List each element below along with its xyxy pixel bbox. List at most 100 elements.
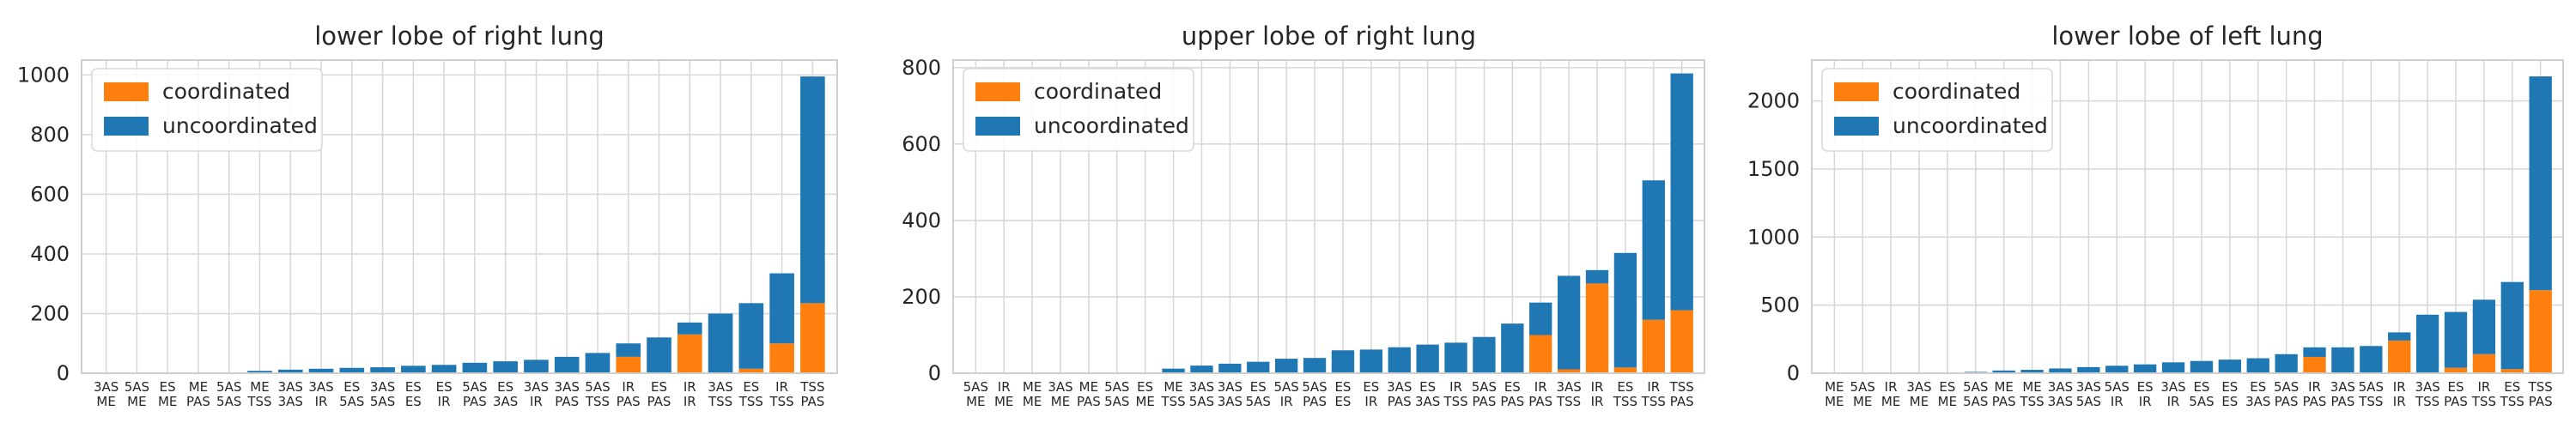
- bar-uncoordinated: [708, 313, 733, 373]
- bar-uncoordinated: [1529, 302, 1552, 335]
- bar-uncoordinated: [2303, 347, 2326, 357]
- legend-box: [963, 68, 1194, 152]
- legend: coordinated uncoordinated: [1821, 68, 2053, 152]
- x-tick-label: 5AS PAS: [1472, 379, 1497, 409]
- x-tick-label: 3AS PAS: [1387, 379, 1412, 409]
- bar-uncoordinated: [2388, 332, 2411, 341]
- x-tick-label: ES 3AS: [493, 379, 518, 409]
- x-tick-label: ES 5AS: [339, 379, 364, 409]
- x-tick-label: ES IR: [436, 379, 453, 409]
- bar-uncoordinated: [616, 343, 641, 357]
- x-tick-label: IR ME: [994, 379, 1013, 409]
- x-tick-label: ES 5AS: [2189, 379, 2214, 409]
- x-tick-label: 5AS ME: [1850, 379, 1875, 409]
- x-tick-label: 3AS 5AS: [2076, 379, 2101, 409]
- x-tick-label: 3AS PAS: [555, 379, 580, 409]
- bar-coordinated: [1557, 369, 1581, 373]
- bar-coordinated: [2500, 369, 2524, 373]
- bar-coordinated: [2388, 340, 2411, 373]
- legend-label-coordinated: coordinated: [162, 79, 290, 104]
- chart-panel-3: lower lobe of left lung 0 500 1000 1500 2000 M…: [1717, 0, 2576, 429]
- legend-label-uncoordinated: uncoordinated: [162, 113, 318, 138]
- x-tick-label: ES 3AS: [1415, 379, 1440, 409]
- y-tick-label: 1500: [1747, 157, 1800, 181]
- bar-uncoordinated: [2190, 360, 2214, 373]
- x-tick-label: IR IR: [683, 379, 696, 409]
- x-tick-label: 5AS PAS: [462, 379, 487, 409]
- x-tick-label: ME TSS: [1160, 379, 1185, 409]
- x-tick-label: IR IR: [1591, 379, 1604, 409]
- y-tick-label: 400: [902, 208, 941, 233]
- bar-uncoordinated: [2246, 358, 2269, 373]
- legend-label-coordinated: coordinated: [1034, 79, 1162, 104]
- bar-uncoordinated: [800, 76, 825, 304]
- bar-coordinated: [2444, 367, 2468, 373]
- x-tick-label: ES TSS: [1613, 379, 1637, 409]
- bar-uncoordinated: [1992, 370, 2015, 373]
- bar-uncoordinated: [1585, 269, 1609, 284]
- x-tick-label: IR TSS: [1641, 379, 1666, 409]
- legend-swatch-uncoordinated: [975, 117, 1020, 136]
- bar-uncoordinated: [2500, 281, 2524, 370]
- plot-frame: [952, 59, 1705, 374]
- y-tick-label: 200: [30, 301, 70, 325]
- bar-uncoordinated: [1416, 344, 1439, 373]
- chart-upper-lobe-of-right-lung: upper lobe of right lung 0 200 400 600 800 5AS…: [902, 21, 1705, 409]
- x-tick-label: IR TSS: [1443, 379, 1467, 409]
- x-tick-label: ES ME: [158, 379, 177, 409]
- bar-uncoordinated: [2134, 364, 2157, 373]
- chart-lower-lobe-of-right-lung: lower lobe of right lung 0 200 400 600 800 100…: [17, 21, 838, 409]
- bar-uncoordinated: [401, 366, 426, 373]
- bar-uncoordinated: [677, 322, 702, 335]
- bar-coordinated: [738, 368, 764, 373]
- bar-coordinated: [1585, 283, 1609, 373]
- bar-uncoordinated: [585, 353, 611, 373]
- bar-coordinated: [616, 356, 641, 373]
- bar-uncoordinated: [1275, 359, 1298, 373]
- bar-uncoordinated: [647, 337, 671, 373]
- bar-uncoordinated: [462, 362, 488, 373]
- x-tick-label: ES ES: [405, 379, 422, 409]
- bar-uncoordinated: [769, 273, 794, 344]
- x-tick-label: 5AS PAS: [1302, 379, 1327, 409]
- bar-uncoordinated: [2444, 311, 2468, 368]
- x-tick-label: ES 5AS: [1246, 379, 1271, 409]
- bar-uncoordinated: [1642, 180, 1665, 320]
- x-tick-label: IR PAS: [2303, 379, 2327, 409]
- bar-coordinated: [677, 334, 702, 373]
- bar-uncoordinated: [1444, 342, 1467, 373]
- bar-uncoordinated: [1218, 363, 1242, 373]
- y-tick-label: 500: [1760, 293, 1800, 317]
- bar-uncoordinated: [2077, 366, 2100, 373]
- x-tick-label: 5AS 5AS: [216, 379, 241, 409]
- x-tick-label: 3AS ME: [1048, 379, 1072, 409]
- y-tick-label: 800: [902, 56, 941, 80]
- x-tick-label: 5AS TSS: [585, 379, 611, 409]
- legend-swatch-uncoordinated: [1834, 117, 1879, 136]
- chart-title: upper lobe of right lung: [1182, 21, 1476, 51]
- bar-uncoordinated: [2275, 353, 2298, 373]
- bar-uncoordinated: [431, 365, 457, 373]
- x-tick-label: IR ME: [1881, 379, 1900, 409]
- x-tick-label: IR TSS: [2471, 379, 2496, 409]
- bar-uncoordinated: [1557, 275, 1581, 370]
- bar-uncoordinated: [1473, 336, 1496, 373]
- x-tick-label: ME PAS: [1992, 379, 2016, 409]
- chart-panel-1: lower lobe of right lung 0 200 400 600 800 100…: [0, 0, 859, 429]
- y-tick-label: 2000: [1747, 89, 1800, 113]
- bar-uncoordinated: [2529, 76, 2552, 291]
- x-tick-label: ES PAS: [2444, 379, 2468, 409]
- chart-title: lower lobe of right lung: [314, 21, 605, 51]
- x-tick-label: IR TSS: [769, 379, 794, 409]
- bar-coordinated: [1529, 335, 1552, 373]
- bar-uncoordinated: [2472, 299, 2496, 354]
- bar-uncoordinated: [1388, 347, 1411, 373]
- y-tick-label: 800: [30, 123, 70, 147]
- x-tick-label: ES PAS: [1500, 379, 1524, 409]
- y-tick-label: 600: [30, 182, 70, 206]
- bar-uncoordinated: [1247, 361, 1270, 373]
- plot-frame: [81, 59, 838, 374]
- bar-coordinated: [2529, 290, 2552, 373]
- bars: [1162, 73, 1693, 373]
